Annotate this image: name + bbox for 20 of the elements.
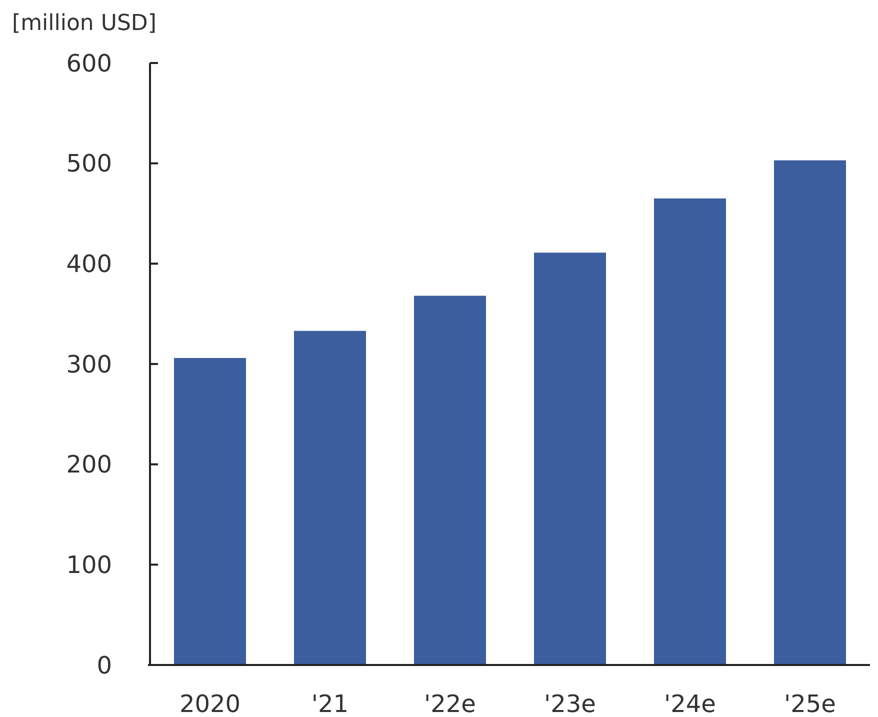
x-tick-label: '24e: [664, 690, 716, 717]
bar: [294, 330, 366, 665]
x-tick-label: 2020: [179, 690, 241, 717]
y-tick-label: 600: [66, 49, 112, 78]
y-tick-label: 300: [66, 350, 112, 378]
x-tick-label: '23e: [544, 690, 596, 717]
bar: [534, 252, 606, 665]
y-tick-label: 0: [96, 651, 112, 680]
bar: [174, 358, 246, 665]
y-tick-label: 400: [66, 250, 112, 278]
x-tick-label: '25e: [784, 690, 836, 717]
bar: [654, 198, 726, 665]
y-tick-label: 200: [66, 450, 112, 479]
x-tick-label: '21: [311, 690, 349, 717]
y-tick-label: 100: [66, 551, 112, 580]
y-tick-label: 500: [66, 150, 112, 178]
bar: [414, 296, 486, 665]
bar: [774, 160, 846, 665]
x-tick-label: '22e: [424, 690, 476, 717]
y-axis-title: [million USD]: [12, 11, 156, 36]
